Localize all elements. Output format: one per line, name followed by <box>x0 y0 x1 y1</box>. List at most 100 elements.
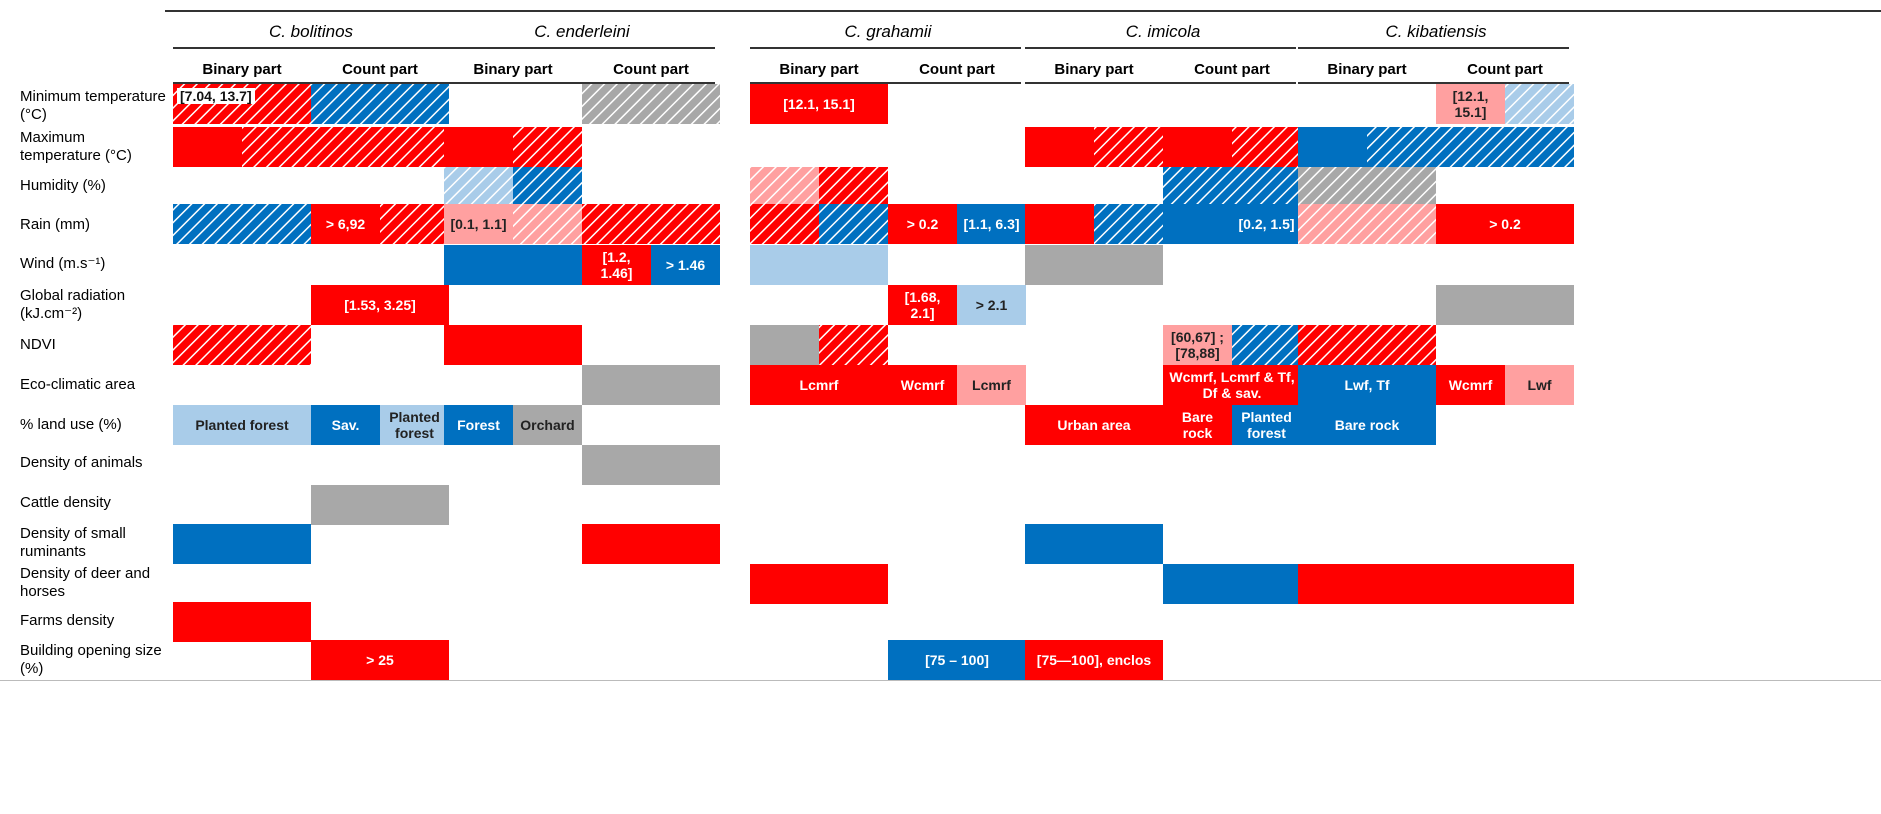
heatmap-cell <box>1163 405 1232 445</box>
cell-label: Planted forest <box>389 409 440 441</box>
cell-label: > 6,92 <box>325 216 366 232</box>
heatmap-cell <box>750 204 819 244</box>
heatmap-cell <box>750 245 888 285</box>
heatmap-cell <box>1232 204 1301 244</box>
cell-label: [1.2, 1.46] <box>600 249 633 281</box>
heatmap-cell <box>444 405 513 445</box>
cell-label: > 0.2 <box>1489 216 1521 232</box>
heatmap-cell <box>1163 325 1232 365</box>
binary-part-header: Binary part <box>473 60 553 78</box>
heatmap-cell <box>582 245 651 285</box>
heatmap-cell <box>444 245 582 285</box>
cell-label: Wcmrf <box>900 377 945 393</box>
heatmap-cell <box>1436 84 1505 124</box>
heatmap-cell <box>311 405 380 445</box>
heatmap-cell <box>1025 127 1094 167</box>
cell-label: Orchard <box>520 417 575 433</box>
heatmap-cell <box>750 365 888 405</box>
species-underline <box>173 47 444 49</box>
heatmap-cell <box>957 365 1026 405</box>
binary-part-header: Binary part <box>1054 60 1134 78</box>
heatmap-cell <box>1163 127 1232 167</box>
row-label: Rain (mm) <box>20 216 90 233</box>
row-label: % land use (%) <box>20 416 122 433</box>
species-underline <box>750 47 1021 49</box>
heatmap-cell <box>1436 365 1505 405</box>
heatmap-cell <box>173 405 311 445</box>
heatmap-cell <box>311 485 449 525</box>
species-header: C. enderleini <box>534 22 630 41</box>
top-rule <box>165 10 1881 12</box>
heatmap-cell <box>1298 204 1436 244</box>
heatmap-cell <box>957 204 1026 244</box>
heatmap-cell <box>380 405 449 445</box>
heatmap-cell <box>888 204 957 244</box>
cell-label: Urban area <box>1057 417 1131 433</box>
heatmap-cell <box>242 127 311 167</box>
heatmap-cell <box>582 204 720 244</box>
row-label: Density of small ruminants <box>20 525 126 560</box>
row-label: Cattle density <box>20 494 111 511</box>
heatmap-cell <box>1298 167 1436 207</box>
cell-label: [75 – 100] <box>925 652 989 668</box>
heatmap-cell <box>1163 204 1232 244</box>
cells-layer <box>173 84 1574 680</box>
heatmap-cell <box>311 640 449 680</box>
heatmap-cell <box>173 204 311 244</box>
count-part-header: Count part <box>613 60 689 78</box>
heatmap-cell <box>1298 365 1436 405</box>
heatmap-cell <box>1025 640 1163 680</box>
heatmap-cell <box>1505 365 1574 405</box>
cell-label: > 25 <box>366 652 394 668</box>
cell-label: Lcmrf <box>972 377 1011 393</box>
row-label: Wind (m.s⁻¹) <box>20 255 106 272</box>
parts-underline <box>1025 82 1296 84</box>
heatmap-cell <box>957 285 1026 325</box>
heatmap-cell <box>1436 564 1574 604</box>
heatmap-cell <box>750 564 888 604</box>
heatmap-cell <box>444 127 513 167</box>
heatmap-cell <box>1298 127 1367 167</box>
binary-part-header: Binary part <box>202 60 282 78</box>
parts-underline <box>173 82 444 84</box>
heatmap-cell <box>1232 325 1301 365</box>
row-label: Minimum temperature (°C) <box>20 88 166 123</box>
heatmap-cell <box>582 524 720 564</box>
row-label: Global radiation (kJ.cm⁻²) <box>20 287 126 322</box>
count-part-header: Count part <box>1467 60 1543 78</box>
heatmap-cell <box>888 640 1026 680</box>
cell-label: [1.68, 2.1] <box>904 289 941 321</box>
row-label: Density of animals <box>20 454 143 471</box>
binary-part-header: Binary part <box>779 60 859 78</box>
cell-label: [12.1, 15.1] <box>1452 88 1489 120</box>
heatmap-cell <box>1367 127 1436 167</box>
count-part-header: Count part <box>919 60 995 78</box>
heatmap-cell <box>1025 524 1163 564</box>
heatmap-cell <box>750 84 888 124</box>
cell-label: > 0.2 <box>906 216 939 232</box>
cell-label: Wcmrf, Lcmrf & Tf, Df & sav. <box>1169 369 1295 401</box>
heatmap-cell <box>651 245 720 285</box>
heatmap-cell <box>1232 405 1301 445</box>
species-header: C. bolitinos <box>268 22 354 41</box>
heatmap-cell <box>1163 564 1301 604</box>
heatmap-cell <box>750 167 819 207</box>
cell-label: > 1.46 <box>665 257 706 273</box>
heatmap-cell <box>173 602 311 642</box>
row-label: Density of deer and horses <box>20 565 151 600</box>
heatmap-cell <box>513 204 582 244</box>
cell-label: Planted forest <box>1241 409 1292 441</box>
heatmap-cell <box>1298 325 1436 365</box>
cell-label: Lcmrf <box>799 377 839 393</box>
heatmap-cell <box>1163 167 1301 207</box>
species-header: C. imicola <box>1125 22 1201 41</box>
heatmap-cell <box>582 365 720 405</box>
species-underline <box>1025 47 1296 49</box>
heatmap-cell <box>582 445 720 485</box>
cell-label: Bare rock <box>1181 409 1214 441</box>
heatmap-cell <box>1436 204 1574 244</box>
cell-label: Wcmrf <box>1448 377 1493 393</box>
cell-label: Sav. <box>331 417 360 433</box>
heatmap-cell <box>819 325 888 365</box>
